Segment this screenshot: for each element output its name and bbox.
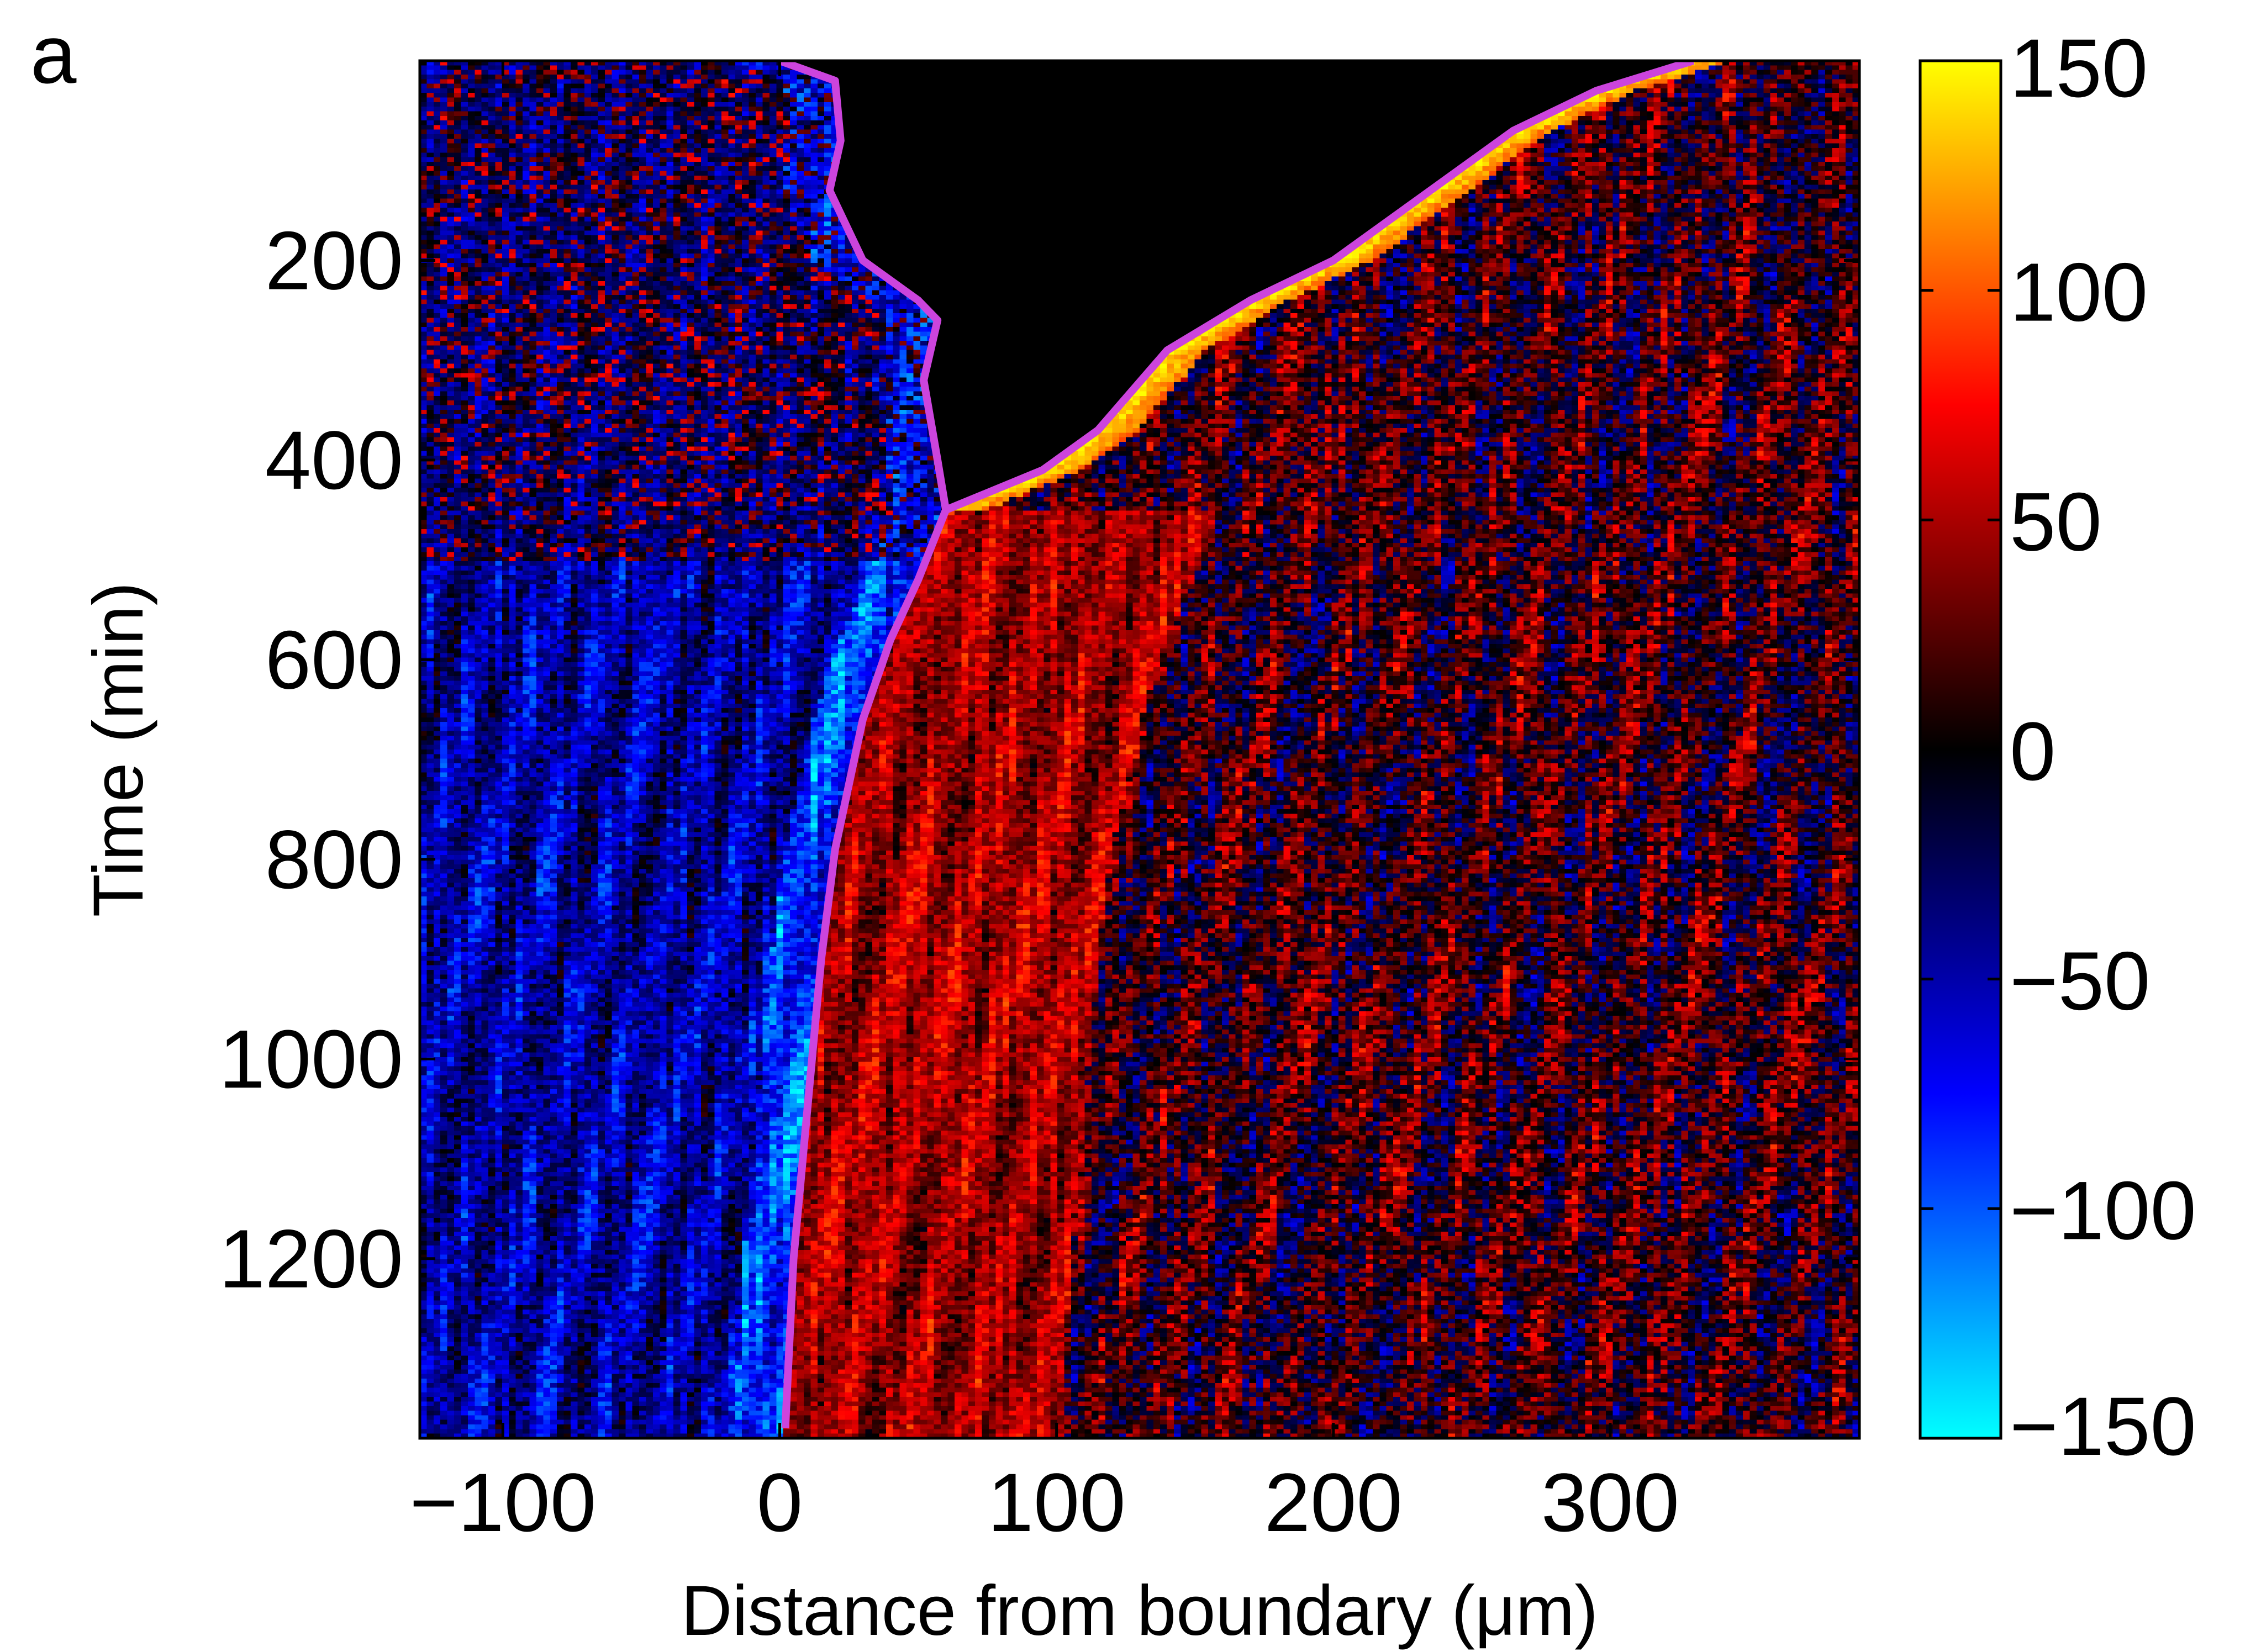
- plot-frame: [418, 59, 1861, 1440]
- x-tick-label: 100: [988, 1456, 1126, 1549]
- colorbar-ticks: 150 100 50 0 −50 −100 −150: [1920, 22, 2196, 1472]
- y-tick-label: 1000: [219, 1012, 403, 1105]
- x-axis-label: Distance from boundary (μm): [681, 1571, 1598, 1650]
- y-tick-label: 400: [265, 414, 403, 506]
- heatmap-plot-area: [418, 59, 1861, 1440]
- x-tick-label: −100: [409, 1456, 596, 1549]
- colorbar-tick-label: 50: [2010, 475, 2102, 568]
- y-axis-label: Time (min): [79, 582, 158, 917]
- x-tick-label: 200: [1264, 1456, 1403, 1549]
- colorbar-tick-label: −50: [2010, 935, 2150, 1027]
- colorbar-gradient: [1919, 59, 2002, 1440]
- x-tick-label: 300: [1541, 1456, 1679, 1549]
- x-axis: −100 0 100 200 300: [409, 61, 1679, 1549]
- y-tick-label: 600: [265, 613, 403, 706]
- colorbar-tick-label: 150: [2010, 22, 2148, 114]
- colorbar-tick-label: −150: [2010, 1380, 2196, 1472]
- colorbar-tick-label: 0: [2010, 705, 2056, 798]
- colorbar-tick-label: −100: [2010, 1164, 2196, 1257]
- y-axis: 200 400 600 800 1000 1200: [219, 214, 1859, 1305]
- x-tick-label: 0: [757, 1456, 803, 1549]
- no-data-region: [779, 61, 1694, 510]
- colorbar: 150 100 50 0 −50 −100 −150: [1919, 22, 2196, 1472]
- y-tick-label: 800: [265, 813, 403, 906]
- y-tick-label: 1200: [219, 1212, 403, 1305]
- boundary-line-right: [944, 61, 1695, 514]
- colorbar-tick-label: 100: [2010, 246, 2148, 339]
- boundary-line-left: [778, 61, 950, 1429]
- panel-label: a: [30, 8, 77, 101]
- y-tick-label: 200: [265, 214, 403, 307]
